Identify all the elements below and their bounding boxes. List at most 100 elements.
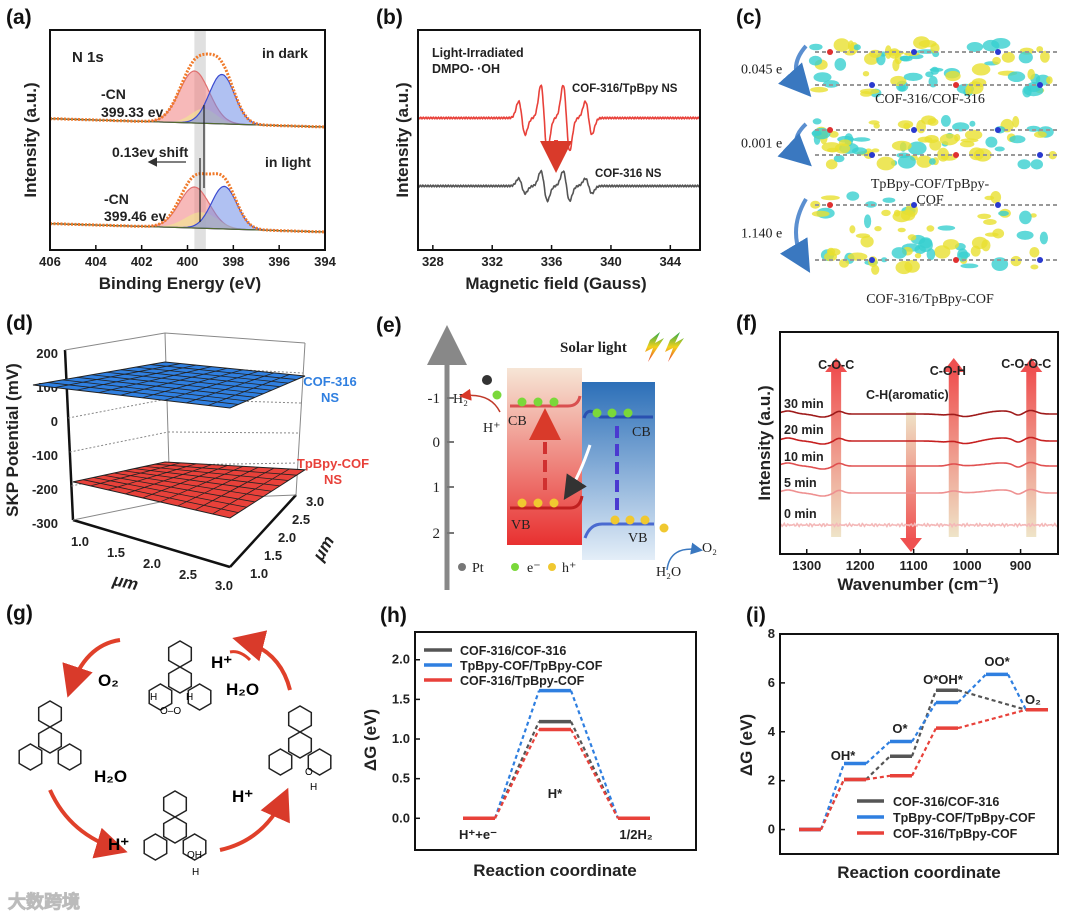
plot-frame [779, 331, 1059, 555]
x-tick-label: 2.0 [143, 556, 161, 571]
charge-transfer-value: 1.140 e [741, 227, 782, 242]
y-axis-label: Intensity (a.u.) [393, 82, 412, 197]
panel-a-xps-chart: 406 404 402 400 398 396 394 N 1s in dark in li… [21, 29, 337, 293]
legend-label: COF-316/COF-316 [893, 795, 999, 809]
surface-grid [90, 462, 181, 487]
charge-density-lobe [992, 228, 1005, 239]
z-axis-label: SKP Potential (mV) [3, 363, 22, 517]
connector-2 [494, 729, 540, 819]
state-label: OO* [984, 654, 1010, 669]
state-label: O*OH* [923, 672, 964, 687]
charge-density-lobe [824, 252, 837, 262]
x-tick-label: 1.5 [107, 545, 125, 560]
connector-2 [570, 728, 619, 819]
chart-title: N 1s [72, 49, 104, 66]
hplus-label: H⁺ [483, 421, 501, 436]
charge-density-lobe [871, 264, 880, 275]
connector-2 [911, 727, 937, 777]
atom [827, 127, 833, 133]
panel-label-b: (b) [376, 6, 403, 29]
charge-density-lobe [1030, 264, 1039, 270]
vb-band-line-blue [583, 522, 654, 539]
x-axis-label: Wavenumber (cm⁻¹) [837, 575, 998, 594]
charge-transfer-value: 0.001 e [741, 137, 782, 152]
x-tick-label: 404 [85, 254, 107, 269]
series-label-cof316-line2: NS [321, 390, 339, 405]
benzene-ring [182, 833, 207, 861]
panel-label-a: (a) [6, 6, 32, 29]
y-tick-label: 3.0 [306, 494, 324, 509]
charge-density-lobe [881, 257, 888, 263]
charge-density-lobe [890, 75, 907, 87]
ftir-spectrum-0 [779, 409, 1058, 418]
ftir-spectrum-1 [779, 436, 1058, 445]
spectrum-envelope-1 [49, 172, 326, 234]
charge-density-lobe [969, 120, 976, 127]
legend-label: COF-316/TpBpy-COF [893, 827, 1018, 841]
surface-grid [93, 477, 247, 508]
plot-frame [417, 29, 701, 251]
x-axis-label: Magnetic field (Gauss) [465, 274, 646, 293]
panel-label-e: (e) [376, 314, 402, 337]
axis-tick-label: -1 [428, 391, 441, 407]
surface-grid [154, 463, 297, 476]
legend-label: COF-316/COF-316 [460, 644, 566, 658]
cycle-arrow [219, 787, 290, 852]
charge-density-lobe [891, 140, 912, 151]
surface-grid [177, 466, 259, 507]
y-axis-label: ΔG (eV) [737, 714, 756, 776]
benzene-ring [187, 683, 212, 711]
annotation-arrow-shaft [831, 370, 842, 537]
cn-value-dark: 399.33 ev [101, 104, 163, 120]
charge-density-lobe [855, 233, 871, 239]
y-tick-label: 1.5 [392, 691, 410, 706]
ftir-spectrum-3 [779, 488, 1058, 497]
charge-density-lobe [813, 72, 832, 83]
annotation-arrow-head [1020, 358, 1043, 372]
o2-evolution-arrow [666, 542, 703, 571]
benzene-ring [37, 726, 63, 754]
charge-density-lobe [881, 209, 891, 217]
charge-density-lobe [939, 133, 959, 146]
series-label: 30 min [784, 397, 824, 411]
charge-density-lobe [897, 227, 906, 233]
charge-density-lobe [871, 148, 880, 153]
x-tick-label: 396 [268, 254, 290, 269]
charge-density-lobe [851, 147, 868, 155]
cb-label-red: CB [508, 414, 527, 429]
y-tick-label: 1.0 [392, 731, 410, 746]
x-tick-label: 394 [314, 254, 336, 269]
charge-density-lobe [929, 158, 936, 165]
annotation-arrow-head [825, 358, 848, 372]
charge-density-lobe [833, 38, 850, 52]
charge-density-lobe [847, 252, 868, 261]
charge-density-lobe [929, 139, 942, 151]
atom-label: H [150, 692, 157, 703]
charge-density-lobe [892, 58, 900, 72]
y-tick-label: 4 [768, 724, 776, 739]
hole [659, 523, 669, 533]
charge-density-lobe [1039, 231, 1048, 245]
y-tick-label: 1.0 [250, 566, 268, 581]
pair-label: TpBpy-COF/TpBpy- [871, 177, 990, 192]
charge-density-lobe [952, 122, 970, 132]
species-label: H₂O [226, 680, 259, 699]
charge-density-lobe [1009, 135, 1026, 144]
atom [1037, 152, 1043, 158]
vb-label-blue: VB [628, 531, 647, 546]
surface-grid [54, 363, 181, 388]
y-tick-label: 0 [768, 822, 775, 837]
benzene-ring [37, 700, 63, 728]
x-axis-label: Reaction coordinate [837, 863, 1000, 882]
legend-label: TpBpy-COF/TpBpy-COF [893, 811, 1036, 825]
annotation-label: C-O-O-C [1001, 357, 1051, 371]
x-tick-label: 900 [1010, 558, 1032, 573]
x-tick-label: 400 [177, 254, 199, 269]
surface-grid [194, 467, 275, 511]
z-tick-label: -100 [32, 448, 58, 463]
hole [625, 515, 635, 525]
electron [549, 397, 559, 407]
charge-density-lobe [810, 86, 829, 93]
atom [1037, 82, 1043, 88]
benzene-ring [167, 640, 193, 668]
